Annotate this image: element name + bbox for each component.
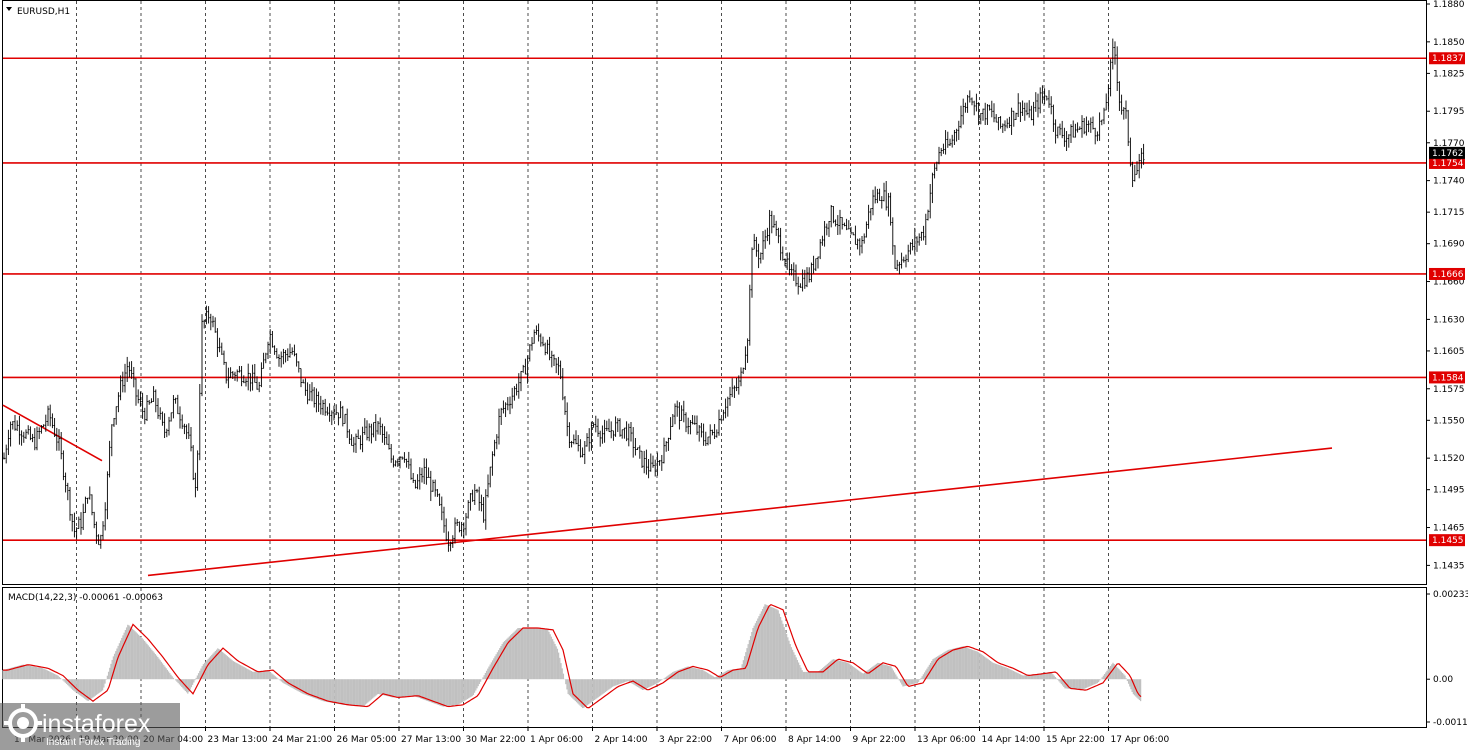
y-tick-label: 1.1520	[1433, 454, 1465, 464]
candles	[3, 38, 1145, 552]
macd-histogram	[2, 604, 1142, 709]
y-tick-label: 1.1435	[1433, 561, 1465, 571]
macd-title: MACD(14,22,3) -0.00061 -0.00063	[8, 593, 163, 603]
current-price-badge	[1429, 146, 1465, 159]
x-tick-label: 14 Apr 14:00	[982, 735, 1041, 745]
y-tick-label: 1.1825	[1433, 69, 1465, 79]
x-tick-label: 3 Apr 22:00	[659, 735, 712, 745]
macd-pane-frame	[2, 587, 1427, 728]
y-tick-label: 1.1770	[1433, 139, 1465, 149]
price-pane-frame	[2, 0, 1427, 585]
x-tick-label: 7 Apr 06:00	[724, 735, 777, 745]
logo-name: instaforex	[42, 710, 151, 738]
x-tick-label: 9 Apr 22:00	[853, 735, 906, 745]
x-tick-label: 15 Apr 22:00	[1046, 735, 1105, 745]
y-tick-label: 1.1495	[1433, 486, 1465, 496]
level-badge-label: 1.1754	[1432, 159, 1464, 169]
level-badge	[1429, 267, 1465, 280]
level-badge	[1429, 52, 1465, 65]
y-tick-label: 1.1850	[1433, 38, 1465, 48]
x-tick-label: 26 Mar 05:00	[337, 735, 397, 745]
gear-logo-icon	[4, 704, 42, 742]
macd-axis: 0.00233 0.00 -0.00117	[1426, 590, 1468, 728]
level-badge	[1429, 156, 1465, 169]
x-tick-label: 23 Mar 13:00	[208, 735, 268, 745]
current-price-label: 1.1762	[1432, 149, 1464, 159]
y-tick-label: 1.1880	[1433, 0, 1465, 10]
x-tick-label: 1 Apr 06:00	[530, 735, 583, 745]
y-tick-label: 1.1660	[1433, 278, 1465, 288]
price-axis: 1.1880 1.1850 1.1825 1.1795 1.1770 1.1740 1.17…	[1426, 0, 1465, 571]
y-tick-label: 1.1605	[1433, 347, 1465, 357]
x-tick-label: 27 Mar 13:00	[401, 735, 461, 745]
y-tick-label: 1.1550	[1433, 416, 1465, 426]
y-tick-label: 1.1715	[1433, 208, 1465, 218]
macd-signal-line	[3, 604, 1142, 709]
logo-tagline: Instant Forex Trading	[46, 737, 141, 748]
level-badge-label: 1.1666	[1432, 270, 1464, 280]
y-tick-label: 1.1795	[1433, 107, 1465, 117]
x-tick-label: 8 Apr 14:00	[788, 735, 841, 745]
trendline	[2, 404, 103, 462]
vertical-grid	[76, 1, 1109, 727]
y-tick-label: 1.1740	[1433, 177, 1465, 187]
x-tick-label: 2 Apr 14:00	[595, 735, 648, 745]
level-badge	[1429, 534, 1465, 547]
level-badge	[1429, 371, 1465, 384]
y-tick-label: 1.1465	[1433, 524, 1465, 534]
x-tick-label: 30 Mar 22:00	[466, 735, 526, 745]
x-tick-label: 24 Mar 21:00	[272, 735, 332, 745]
y-tick-label: 1.1690	[1433, 240, 1465, 250]
macd-y-tick-label: 0.00	[1433, 675, 1453, 685]
horizontal-levels	[3, 57, 1426, 541]
level-badges: 1.1837 1.1754 1.1666 1.1584 1.1455 1.1762	[1429, 52, 1465, 547]
macd-y-tick-label: -0.00117	[1433, 718, 1468, 728]
menu-triangle-icon[interactable]	[6, 7, 12, 11]
y-tick-label: 1.1575	[1433, 385, 1465, 395]
chart-title: EURUSD,H1	[17, 7, 70, 17]
x-tick-label: 13 Apr 06:00	[917, 735, 976, 745]
x-tick-label: 17 Apr 06:00	[1111, 735, 1170, 745]
level-badge-label: 1.1455	[1432, 536, 1464, 546]
level-badge-label: 1.1584	[1432, 373, 1464, 383]
macd-y-tick-label: 0.00233	[1433, 590, 1468, 600]
trendline	[147, 447, 1333, 577]
level-badge-label: 1.1837	[1432, 54, 1464, 64]
instaforex-logo: instaforex Instant Forex Trading	[0, 703, 180, 750]
y-tick-label: 1.1630	[1433, 315, 1465, 325]
time-axis: 17 Mar 202619 Mar 20:0020 Mar 04:0023 Ma…	[11, 727, 1170, 745]
trendlines	[2, 404, 1333, 577]
